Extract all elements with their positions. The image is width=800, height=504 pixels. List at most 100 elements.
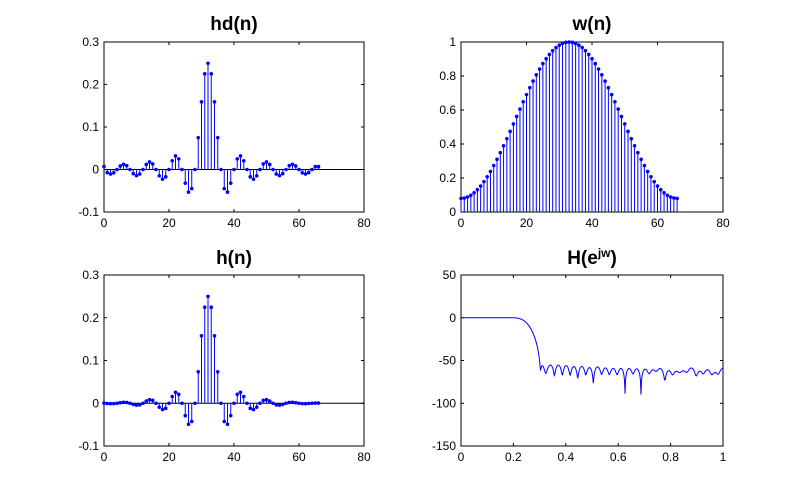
stem-marker — [245, 167, 249, 172]
stem-marker — [219, 401, 223, 406]
stem-marker — [248, 175, 253, 179]
y-tick-label: 50 — [443, 268, 457, 282]
stem-marker — [508, 129, 512, 134]
stem-marker — [118, 400, 123, 405]
stem-marker — [316, 401, 321, 405]
y-tick-label: 0.3 — [82, 268, 99, 282]
x-tick-label: 0.8 — [662, 450, 679, 464]
stem-marker — [284, 401, 288, 406]
stem-marker — [303, 172, 308, 176]
stem-marker — [521, 99, 526, 104]
stem-marker — [261, 162, 266, 166]
stem-marker — [124, 400, 129, 405]
stem-marker — [475, 187, 480, 192]
y-tick-label: 0 — [92, 396, 99, 410]
stem-marker — [570, 40, 575, 45]
stem-marker — [488, 169, 493, 174]
stem-marker — [228, 181, 233, 185]
stem-marker — [147, 397, 152, 402]
stem-marker — [290, 400, 295, 405]
stem-marker — [215, 369, 220, 374]
stem-marker — [577, 43, 581, 47]
x-tick-label: 20 — [162, 216, 176, 230]
stem-marker — [170, 394, 175, 399]
stem-marker — [462, 196, 467, 200]
stem-marker — [163, 175, 168, 179]
x-tick-label: 0 — [458, 450, 465, 464]
stem-marker — [183, 181, 188, 185]
stem-marker — [505, 136, 509, 141]
y-tick-label: 0.1 — [82, 354, 99, 368]
stem-marker — [606, 85, 611, 90]
x-tick-label: 40 — [585, 216, 599, 230]
x-tick-label: 60 — [651, 216, 665, 230]
y-tick-label: -150 — [432, 439, 456, 453]
stem-marker — [636, 150, 640, 155]
stem-marker — [622, 122, 627, 126]
stem-marker — [115, 401, 119, 406]
stem-marker — [241, 394, 246, 399]
stem-marker — [215, 135, 220, 140]
stem-marker — [573, 41, 578, 46]
stem-marker — [157, 174, 162, 178]
stem-marker — [280, 171, 285, 176]
stem-marker — [511, 122, 516, 126]
stem-marker — [228, 413, 233, 418]
y-tick-label: 0 — [449, 205, 456, 219]
stem-marker — [524, 92, 529, 97]
stem-marker — [105, 170, 110, 175]
stem-marker — [258, 167, 262, 172]
stem-marker — [306, 170, 311, 175]
stem-marker — [498, 150, 503, 155]
stem-marker — [626, 129, 630, 134]
x-tick-label: 20 — [520, 216, 534, 230]
stem-marker — [544, 56, 548, 61]
stem-marker — [469, 193, 473, 198]
stem-marker — [134, 173, 139, 178]
stem-marker — [248, 406, 253, 411]
stem-marker — [134, 403, 139, 407]
title-H-main: H(e — [567, 248, 598, 269]
stem-marker — [534, 73, 539, 77]
stem-marker — [297, 401, 301, 406]
stem-marker — [527, 85, 532, 90]
stem-marker — [518, 107, 522, 111]
stem-marker — [645, 169, 650, 174]
stem-marker — [665, 193, 670, 198]
stem-marker — [616, 107, 620, 111]
stem-marker — [137, 172, 142, 176]
stem-marker — [235, 157, 240, 161]
stem-marker — [550, 48, 555, 53]
stem-marker — [163, 406, 168, 411]
stem-marker — [121, 400, 126, 405]
stem-marker — [189, 186, 194, 191]
plot-H-response: H(ejw) 0 0.2 0.4 0.6 0.8 1 -150 -100 -50 0 50 — [432, 246, 727, 464]
x-tick-label: 0.4 — [557, 450, 574, 464]
stem-marker — [287, 400, 292, 405]
stem-marker — [186, 190, 191, 194]
stem-marker — [514, 114, 519, 119]
stem-marker — [554, 45, 558, 50]
x-tick-label: 80 — [716, 216, 730, 230]
stem-marker — [459, 196, 463, 201]
stem-marker — [124, 163, 129, 168]
stem-marker — [180, 401, 184, 406]
stem-marker — [290, 162, 295, 167]
stem-marker — [662, 190, 666, 195]
stem-marker — [118, 164, 123, 168]
stem-marker — [128, 401, 132, 406]
stem-marker — [271, 167, 275, 172]
stem-marker — [491, 163, 496, 168]
stem-marker — [655, 184, 660, 188]
y-tick-label: 0.2 — [82, 311, 99, 325]
stem-marker — [183, 413, 188, 418]
stem-marker — [196, 369, 201, 374]
stem-marker — [212, 333, 217, 338]
stem-marker — [465, 195, 470, 199]
stem-marker — [600, 73, 604, 77]
stem-marker — [668, 195, 673, 199]
y-tick-label: 0 — [92, 163, 99, 177]
x-tick-label: 0.6 — [610, 450, 627, 464]
stem-marker — [639, 157, 643, 162]
